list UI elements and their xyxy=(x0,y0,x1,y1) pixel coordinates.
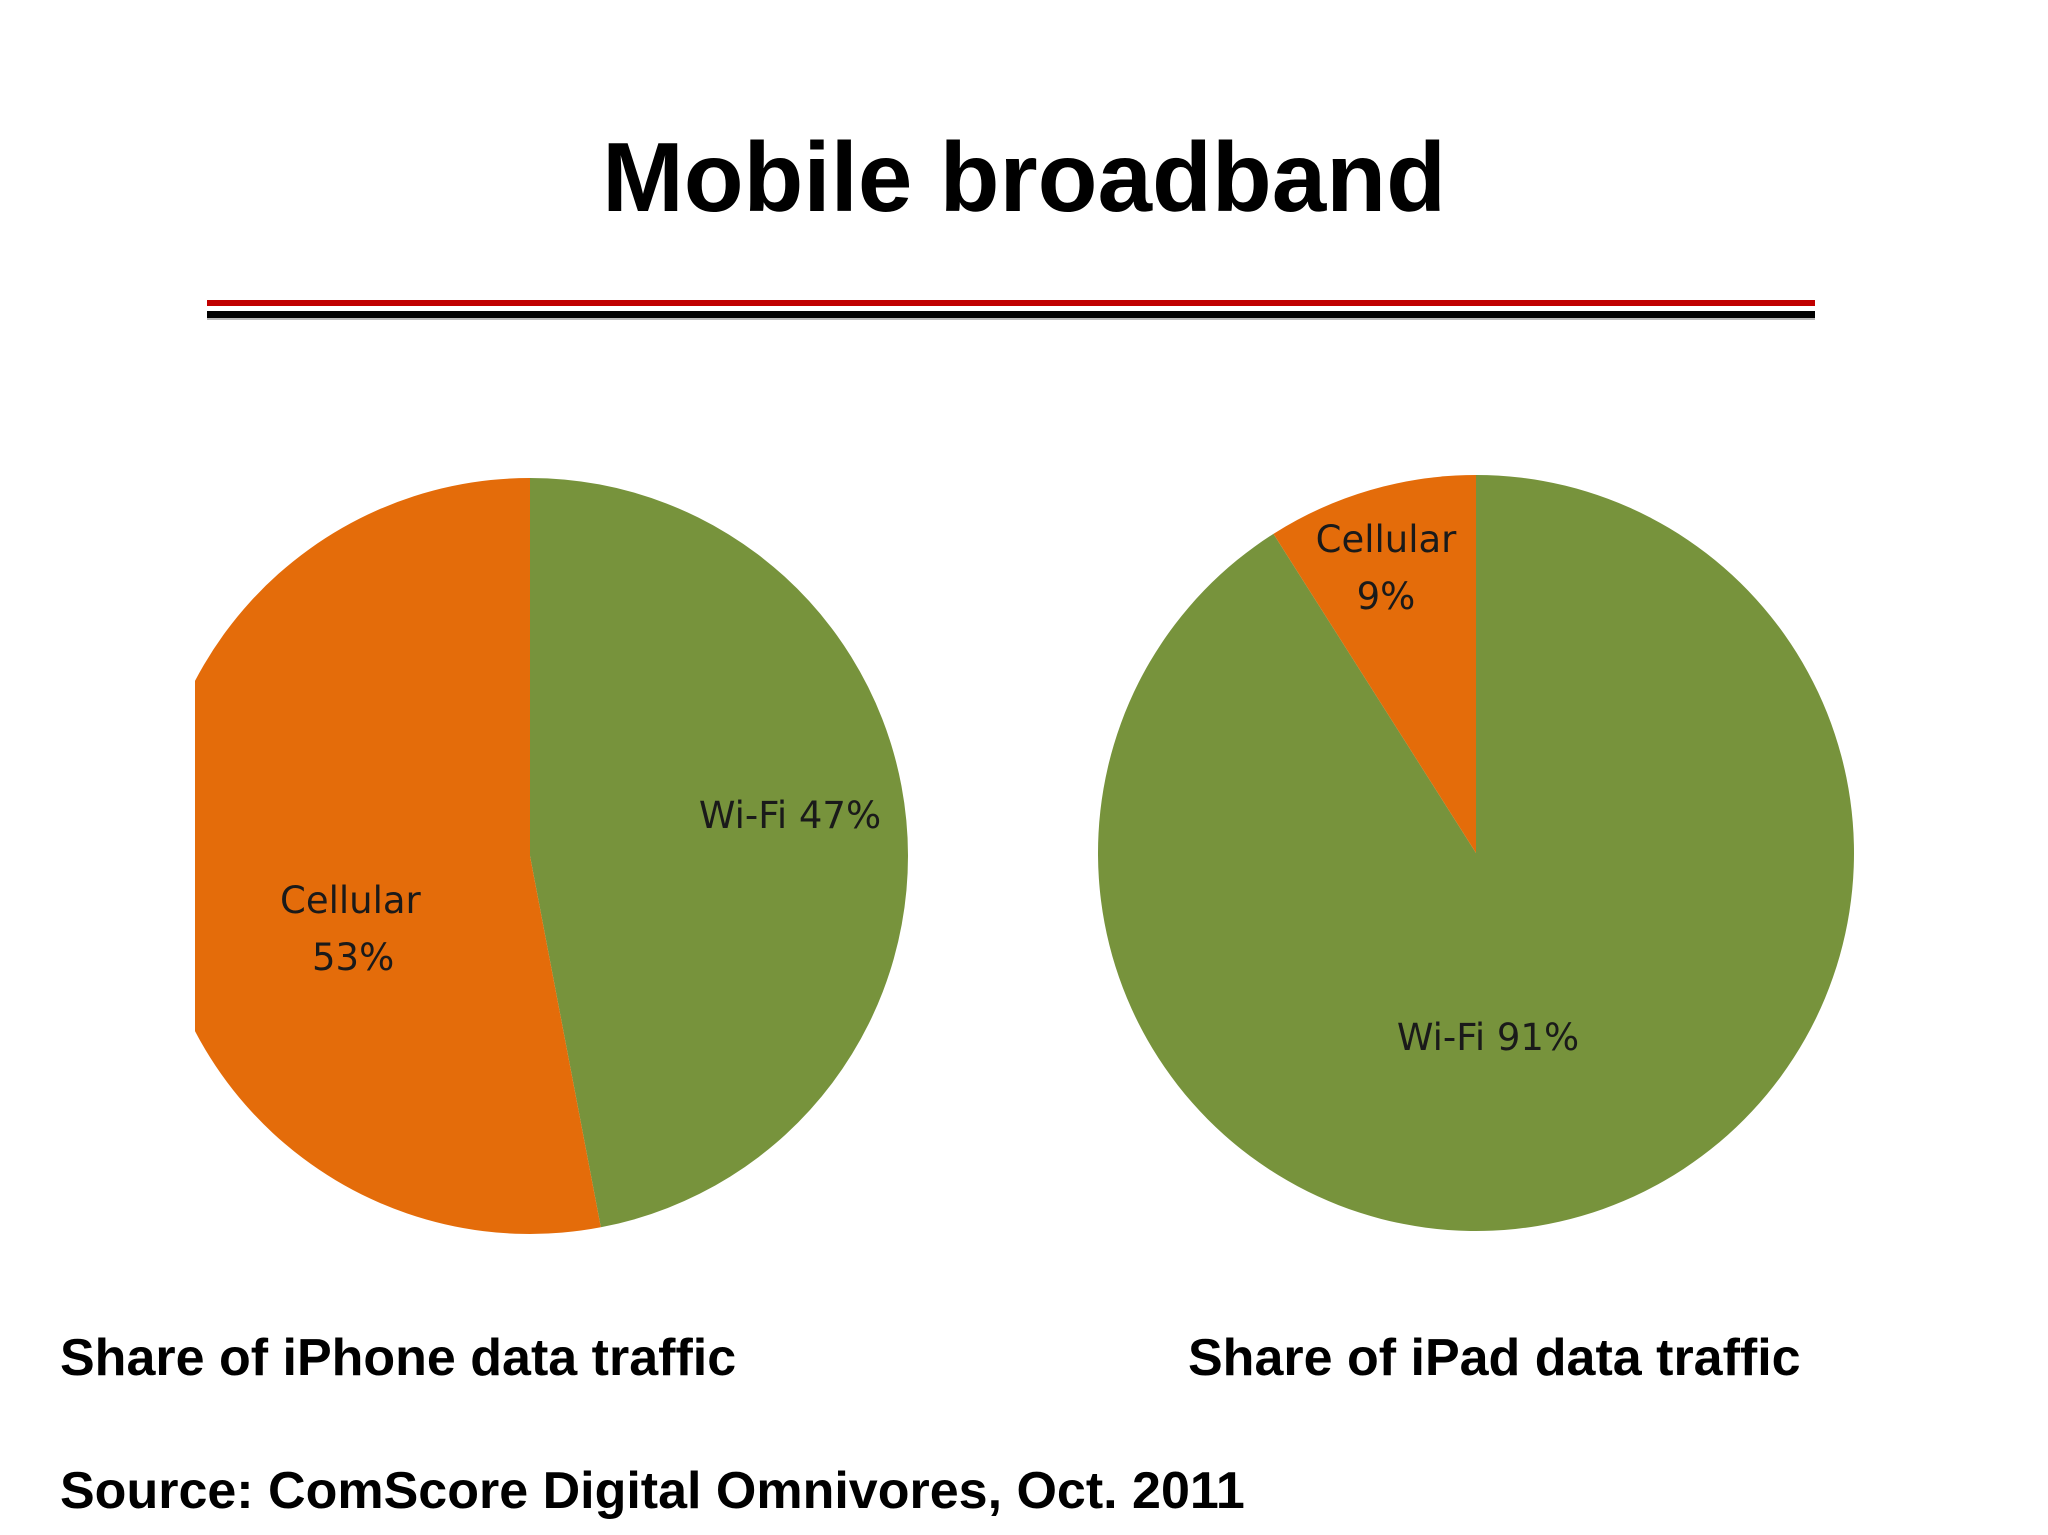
ipad-chart-caption: Share of iPad data traffic xyxy=(1188,1329,1801,1387)
title-rule-shadow xyxy=(207,318,1815,321)
title-rule-black xyxy=(207,311,1815,318)
ipad-pie-chart: Wi-Fi 91% Cellular 9% xyxy=(1080,320,1960,1276)
ipad-slice-label-wifi: Wi-Fi 91% xyxy=(1397,1016,1579,1059)
source-citation: Source: ComScore Digital Omnivores, Oct.… xyxy=(60,1462,1245,1520)
ipad-slice-label-cellular: Cellular 9% xyxy=(1316,518,1458,618)
ipad-labels: Wi-Fi 91% Cellular 9% xyxy=(1316,518,1580,1059)
ipad-slices xyxy=(1098,475,1854,1231)
iphone-slice-cellular xyxy=(195,478,601,1234)
iphone-pie-chart: Wi-Fi 47% Cellular 53% xyxy=(195,320,1110,1276)
iphone-chart-caption: Share of iPhone data traffic xyxy=(60,1329,737,1387)
title-rule-red xyxy=(207,300,1815,306)
iphone-slice-label-wifi: Wi-Fi 47% xyxy=(699,794,881,837)
iphone-slice-wifi xyxy=(530,478,909,1228)
iphone-slice-label-cellular: Cellular 53% xyxy=(280,879,422,979)
slide-title: Mobile broadband xyxy=(602,122,1446,232)
iphone-labels: Wi-Fi 47% Cellular 53% xyxy=(280,794,881,979)
ipad-slice-cellular xyxy=(1273,475,1476,853)
iphone-slices xyxy=(195,478,909,1234)
